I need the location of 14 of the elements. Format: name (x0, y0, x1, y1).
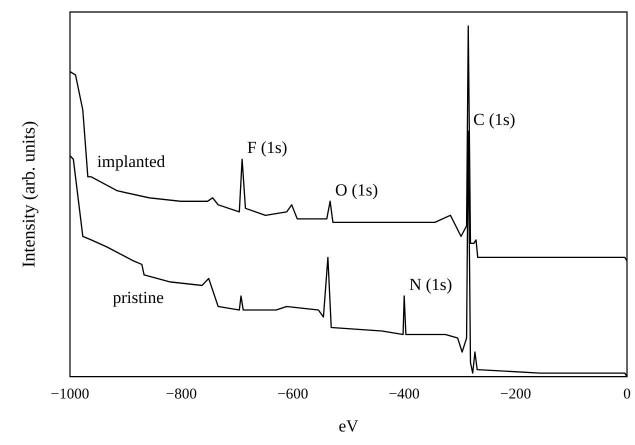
x-tick-label: −600 (277, 386, 308, 403)
annotation: F (1s) (247, 138, 288, 158)
x-axis-title: eV (338, 416, 360, 436)
y-axis-title: Intensity (arb. units) (18, 121, 39, 268)
x-tick-label: −1000 (50, 386, 90, 403)
annotation: C (1s) (473, 110, 516, 130)
x-tick-label: −800 (166, 386, 197, 403)
series-label: implanted (97, 152, 166, 171)
x-tick-label: −400 (388, 386, 420, 403)
x-tick-label: 0 (623, 386, 631, 403)
annotation: O (1s) (335, 180, 378, 200)
x-tick-label: −200 (500, 386, 532, 403)
series-label: pristine (112, 288, 164, 307)
annotation: N (1s) (409, 274, 452, 294)
